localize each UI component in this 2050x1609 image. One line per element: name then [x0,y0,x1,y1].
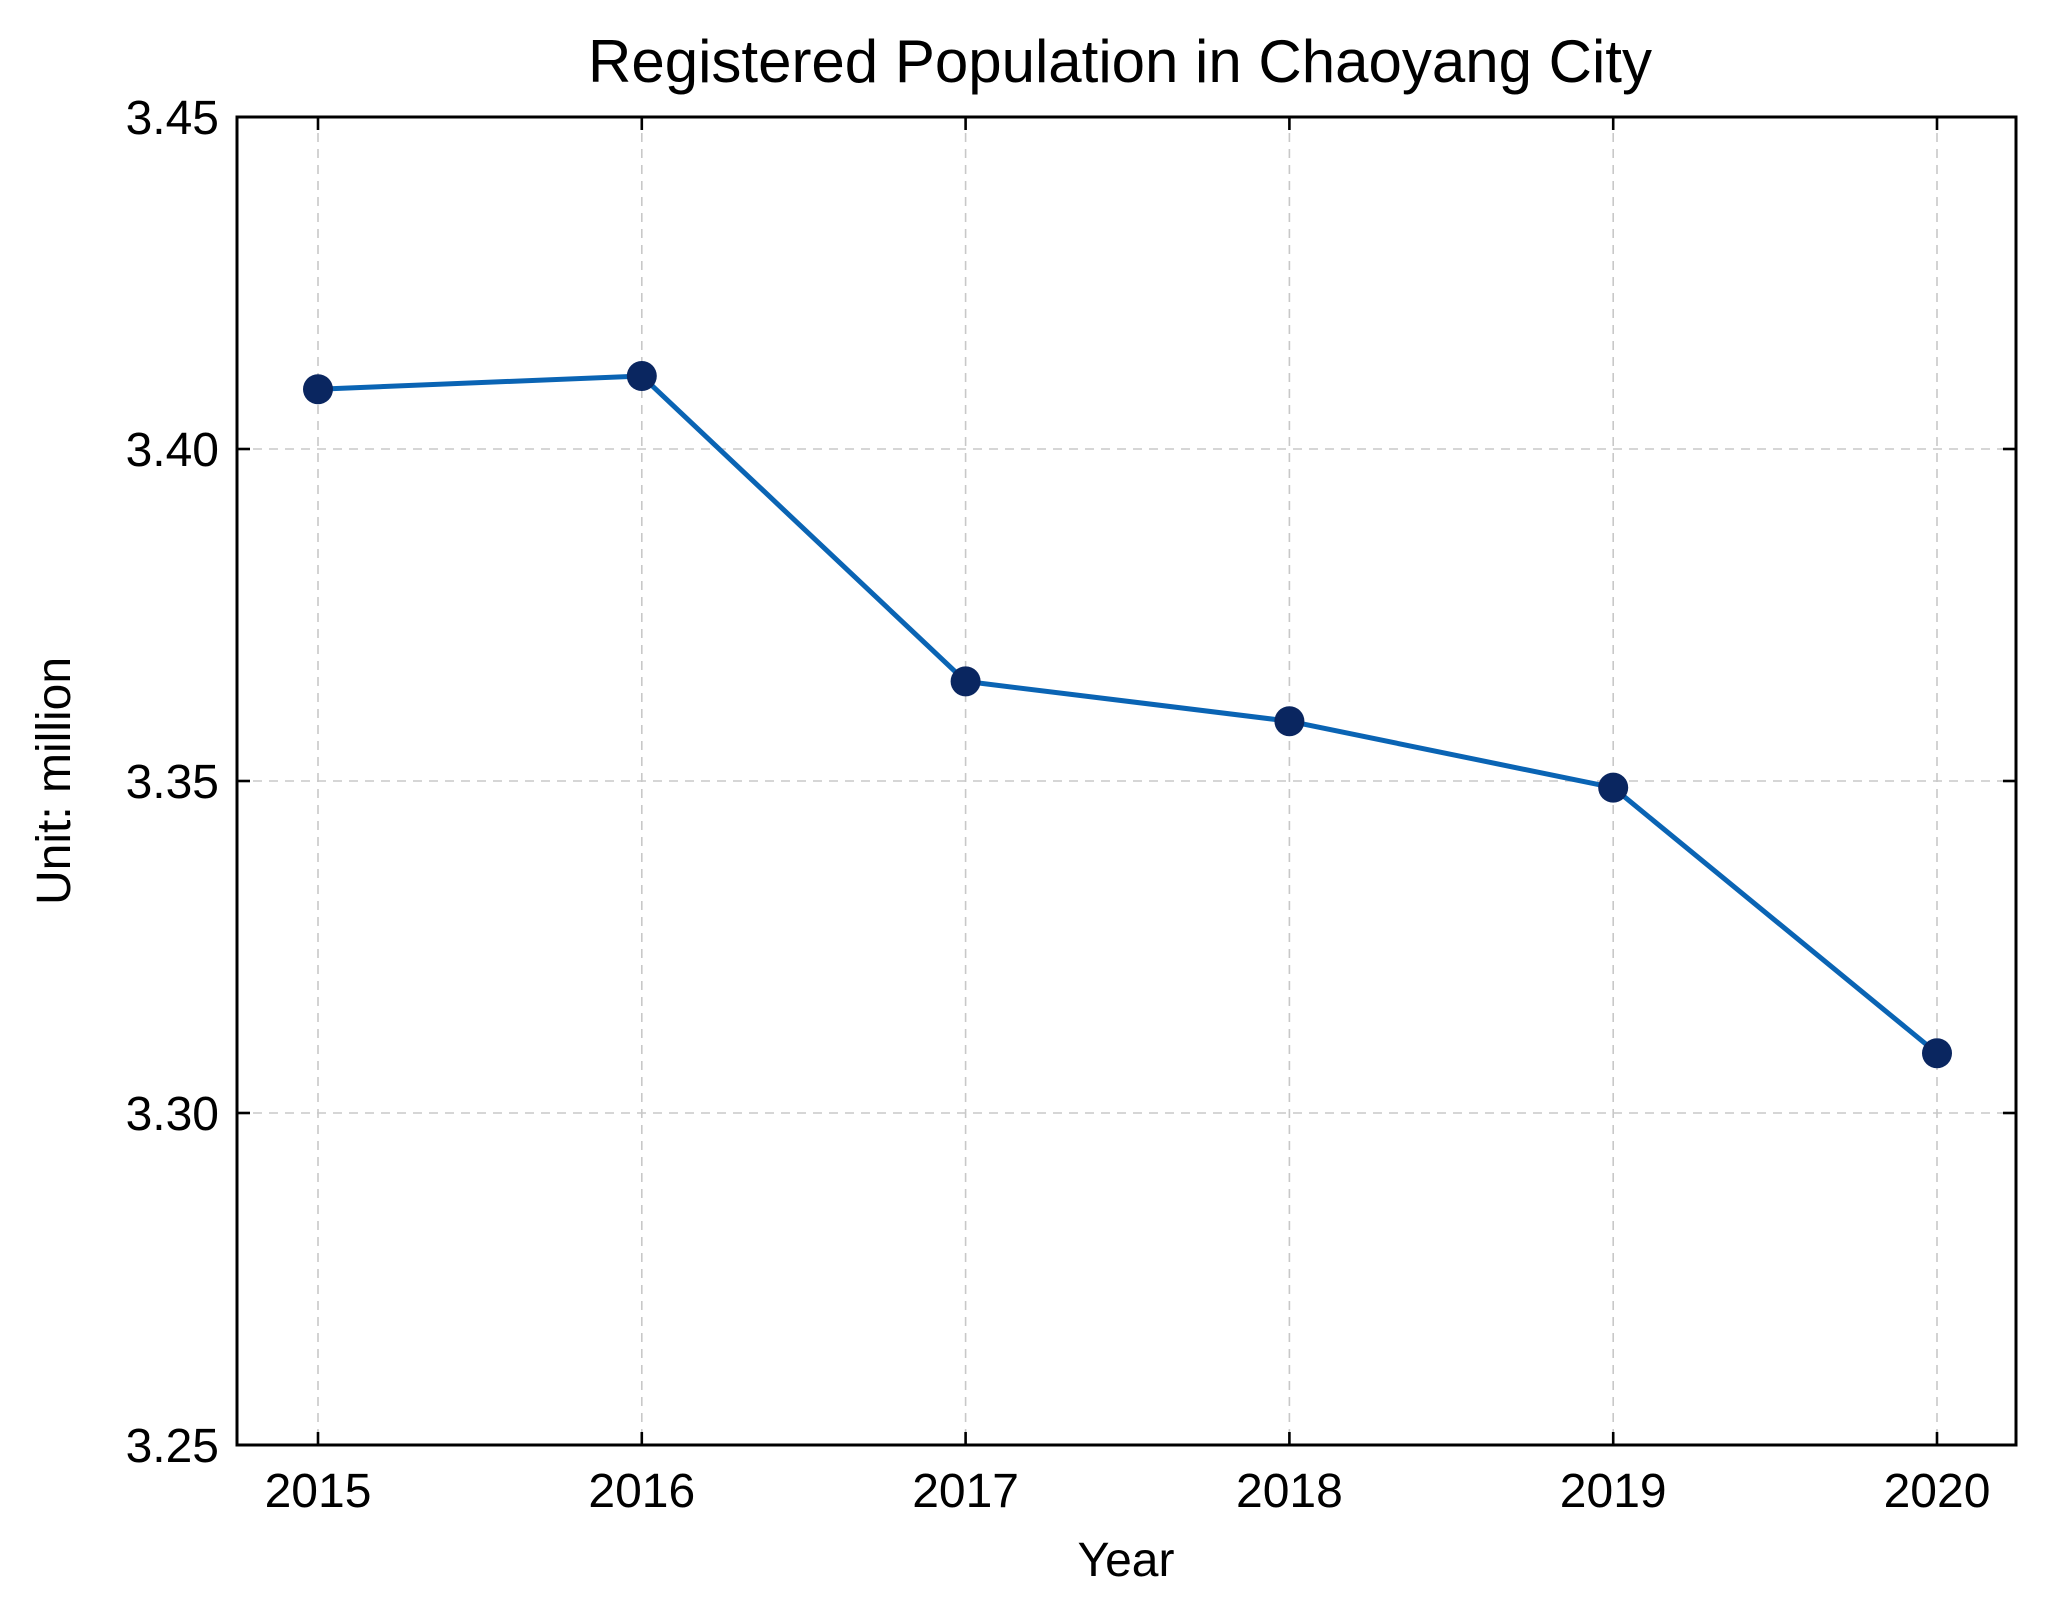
grid-layer [237,117,2016,1445]
plot-frame [235,115,2018,1447]
x-tick-label: 2017 [912,1465,1019,1518]
y-tick-label: 3.25 [126,1420,219,1473]
data-point-2017 [950,666,981,697]
series-layer [303,360,1952,1069]
y-axis-label: Unit: million [28,657,81,905]
x-tick-label: 2020 [1884,1465,1991,1518]
data-point-2018 [1274,706,1305,737]
chart-title: Registered Population in Chaoyang City [588,28,1652,95]
data-point-2016 [626,360,657,391]
x-tick-label: 2019 [1560,1465,1667,1518]
tick-layer: 2015 2016 2017 2018 2019 2020 3.25 3.30 3.35 3.40… [126,92,2016,1518]
y-tick-label: 3.40 [126,424,219,477]
x-tick-label: 2015 [265,1465,372,1518]
data-point-2015 [303,374,333,405]
y-tick-label: 3.35 [126,756,219,809]
x-axis-label: Year [1078,1534,1175,1587]
data-point-2020 [1922,1038,1952,1069]
series-line [315,373,1940,1056]
y-tick-label: 3.30 [126,1088,219,1141]
data-point-2019 [1598,772,1629,803]
y-tick-label: 3.45 [126,92,219,145]
x-tick-label: 2016 [588,1465,695,1518]
x-tick-label: 2018 [1236,1465,1343,1518]
